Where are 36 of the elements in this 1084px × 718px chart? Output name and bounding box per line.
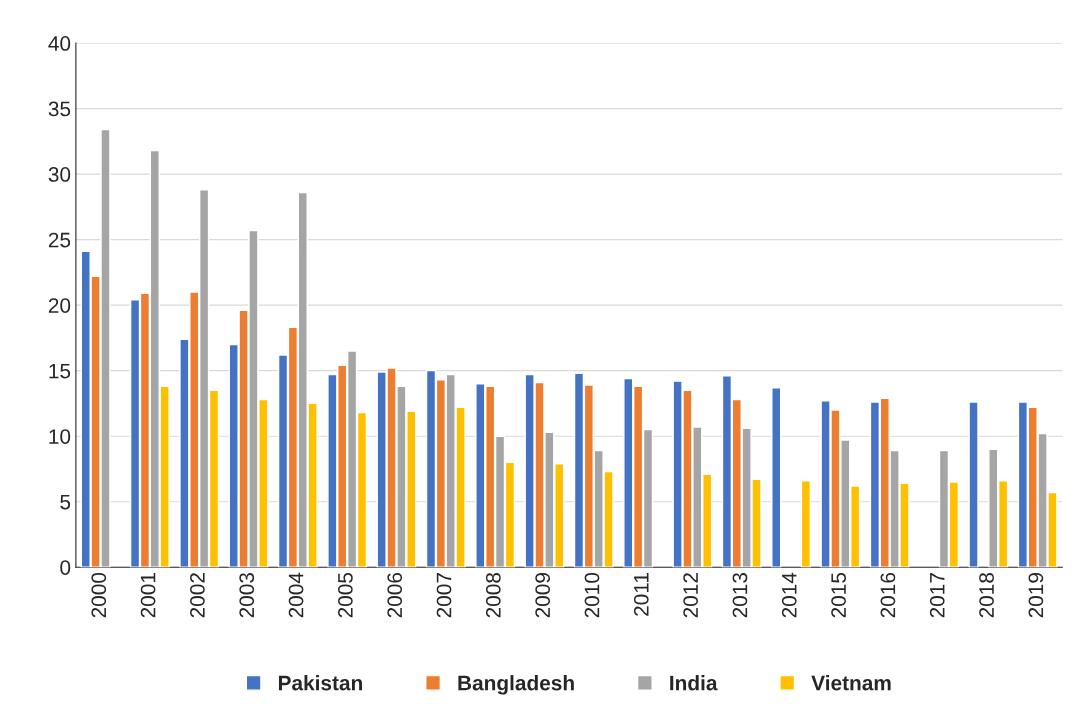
bar xyxy=(968,401,979,568)
x-tick-label: 2018 xyxy=(979,572,994,618)
y-tick-label: 20 xyxy=(48,298,71,313)
x-tick-label: 2005 xyxy=(337,572,353,618)
x-tick-label: 2008 xyxy=(485,572,501,618)
x-tick-label: 2007 xyxy=(436,573,452,618)
x-tick-label: 2017 xyxy=(929,573,945,618)
x-tick-label: 2002 xyxy=(190,573,205,618)
x-tick-label: 2004 xyxy=(288,572,304,618)
y-tick-label: 0 xyxy=(60,560,71,575)
y-tick-label: 10 xyxy=(49,429,71,444)
bar xyxy=(771,387,782,568)
x-tick-label: 2001 xyxy=(140,573,156,618)
legend-label: India xyxy=(670,675,718,691)
x-tick-label: 2019 xyxy=(1028,573,1044,618)
x-tick-label: 2011 xyxy=(633,573,649,616)
x-tick-label: 2006 xyxy=(387,572,403,618)
y-tick-label: 25 xyxy=(48,232,71,248)
legend-label: Vietnam xyxy=(811,675,891,691)
x-tick-label: 2003 xyxy=(239,572,255,618)
x-tick-label: 2016 xyxy=(880,572,896,618)
bar xyxy=(800,480,811,568)
x-tick-label: 2000 xyxy=(91,572,107,618)
x-tick-label: 2014 xyxy=(781,572,797,618)
y-tick-label: 35 xyxy=(48,101,71,117)
x-tick-label: 2012 xyxy=(683,573,698,618)
legend-label: Pakistan xyxy=(278,675,362,691)
y-tick-label: 15 xyxy=(49,363,71,379)
legend-label: Bangladesh xyxy=(458,675,574,695)
x-tick-label: 2015 xyxy=(831,572,846,618)
y-tick-label: 5 xyxy=(60,494,71,510)
y-tick-label: 40 xyxy=(48,36,71,51)
y-tick-label: 30 xyxy=(48,167,71,182)
x-tick-label: 2013 xyxy=(732,572,748,618)
x-tick-label: 2010 xyxy=(584,572,600,618)
x-tick-label: 2009 xyxy=(535,573,551,618)
